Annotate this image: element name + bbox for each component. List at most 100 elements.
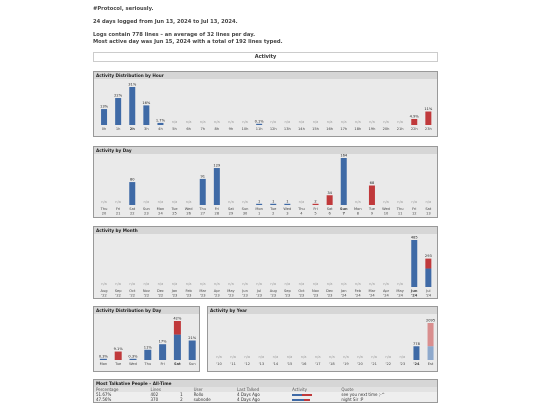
cell-user[interactable]: Rollo bbox=[193, 392, 204, 397]
tick-sublabel: 26 bbox=[186, 212, 191, 216]
bar bbox=[340, 158, 347, 205]
cell-last-talked: 4 Days Ago bbox=[237, 392, 260, 397]
tick-label: Jul bbox=[256, 289, 261, 293]
tick-sublabel: '24 bbox=[411, 294, 418, 298]
data-label: n/a bbox=[143, 200, 149, 204]
cell-activity-bar bbox=[290, 397, 339, 402]
tick-label: Mon bbox=[255, 207, 263, 211]
tick-label: Wed bbox=[129, 362, 137, 366]
data-label: n/a bbox=[115, 200, 121, 204]
data-label: n/a bbox=[369, 120, 375, 124]
col-percentage: Percentage bbox=[94, 387, 149, 392]
data-label: n/a bbox=[411, 200, 417, 204]
tick-label: Feb bbox=[185, 289, 192, 293]
header-title: #Protocol, seriously. bbox=[93, 6, 154, 12]
data-label: 0.3% bbox=[128, 354, 138, 358]
tick-sublabel: 6 bbox=[329, 212, 332, 216]
tick-label: '13 bbox=[259, 362, 265, 366]
cell-activity-bar bbox=[290, 392, 339, 397]
tick-sublabel: '22 bbox=[115, 294, 121, 298]
chart-title: Activity by Month bbox=[94, 227, 437, 234]
tick-label: Sat bbox=[327, 207, 333, 211]
section-title-activity: Activity bbox=[93, 52, 438, 62]
data-label: n/a bbox=[299, 120, 305, 124]
tick-label: '10 bbox=[216, 362, 222, 366]
data-label: n/a bbox=[327, 120, 333, 124]
bar-estimate bbox=[427, 323, 434, 347]
col-lines: Lines bbox=[148, 387, 179, 392]
bar bbox=[101, 109, 108, 125]
data-label: n/a bbox=[273, 355, 279, 359]
tick-label: Sat bbox=[425, 207, 431, 211]
tick-label: 16h bbox=[326, 127, 333, 131]
tick-sublabel: 24 bbox=[158, 212, 163, 216]
table-header-row: Percentage Lines User Last Talked Activi… bbox=[94, 387, 437, 392]
data-label: n/a bbox=[369, 282, 375, 286]
bar bbox=[213, 168, 220, 205]
tick-sublabel: '22 bbox=[158, 294, 164, 298]
data-label: n/a bbox=[115, 282, 121, 286]
data-label: 9.1% bbox=[114, 347, 124, 351]
tick-label: Sun bbox=[189, 362, 196, 366]
cell-lines: 370 bbox=[150, 397, 159, 402]
tick-label: Thu bbox=[100, 207, 108, 211]
chart-activity-by-month: n/a Aug '22 n/a Sep '22 n/a Oct '22 n/a Nov '22 n/a D… bbox=[93, 226, 438, 299]
bar bbox=[199, 178, 206, 205]
tick-label: Mar bbox=[199, 289, 206, 293]
bar bbox=[425, 268, 432, 287]
tick-sublabel: '22 bbox=[129, 294, 135, 298]
chart-activity-by-day: n/a Thu 20 n/a Fri 21 80 Sat 22 n/a Sun 23 n/a Mon 24 n… bbox=[93, 146, 438, 218]
data-label: 0.1% bbox=[255, 119, 265, 123]
data-label: 293 bbox=[425, 254, 432, 258]
tick-label: '16 bbox=[301, 362, 307, 366]
data-label: 21% bbox=[188, 336, 197, 340]
col-quote: Quote bbox=[339, 387, 437, 392]
tick-sublabel: 21 bbox=[116, 212, 121, 216]
bar bbox=[256, 123, 263, 125]
data-label: n/a bbox=[186, 200, 192, 204]
bar bbox=[256, 203, 263, 205]
cell-user[interactable]: subnode bbox=[193, 397, 211, 402]
data-label: n/a bbox=[301, 355, 307, 359]
data-label: n/a bbox=[355, 200, 361, 204]
data-label: n/a bbox=[383, 120, 389, 124]
data-label: 485 bbox=[411, 236, 418, 240]
data-label: n/a bbox=[343, 355, 349, 359]
tick-label: Sat bbox=[129, 207, 135, 211]
tick-sublabel: '23 bbox=[186, 294, 192, 298]
data-label: n/a bbox=[355, 282, 361, 286]
tick-label: '18 bbox=[329, 362, 335, 366]
bar bbox=[129, 182, 136, 205]
tick-label: Thu bbox=[198, 207, 206, 211]
tick-label: 13h bbox=[284, 127, 291, 131]
table-title: Most Talkative People – All-Time bbox=[94, 380, 437, 387]
tick-label: May bbox=[227, 289, 235, 293]
data-label: n/a bbox=[313, 120, 319, 124]
tick-sublabel: 30 bbox=[243, 212, 248, 216]
tick-label: 19h bbox=[369, 127, 376, 131]
data-label: n/a bbox=[172, 120, 178, 124]
bar bbox=[129, 358, 137, 360]
data-label: n/a bbox=[242, 120, 248, 124]
tick-label: 14h bbox=[298, 127, 305, 131]
data-label: n/a bbox=[242, 282, 248, 286]
data-label: 1 bbox=[258, 199, 260, 203]
cell-lines: 402 bbox=[150, 392, 159, 397]
tick-sublabel: '22 bbox=[144, 294, 150, 298]
data-label: n/a bbox=[228, 120, 234, 124]
tick-sublabel: 25 bbox=[172, 212, 177, 216]
tick-label: Mon bbox=[354, 207, 362, 211]
data-label: n/a bbox=[258, 355, 264, 359]
tick-label: 20h bbox=[383, 127, 390, 131]
tick-label: Sun bbox=[242, 207, 249, 211]
data-label: n/a bbox=[242, 200, 248, 204]
tick-label: Dec bbox=[326, 289, 333, 293]
tick-sublabel: '23 bbox=[242, 294, 248, 298]
header-days-logged: 24 days logged from Jun 13, 2024 to Jul … bbox=[93, 19, 238, 25]
tick-label: Nov bbox=[143, 289, 151, 293]
data-label: n/a bbox=[158, 282, 164, 286]
tick-label: 0h bbox=[102, 127, 107, 131]
data-label: n/a bbox=[101, 200, 107, 204]
bar bbox=[368, 185, 375, 205]
tick-sublabel: '23 bbox=[228, 294, 234, 298]
